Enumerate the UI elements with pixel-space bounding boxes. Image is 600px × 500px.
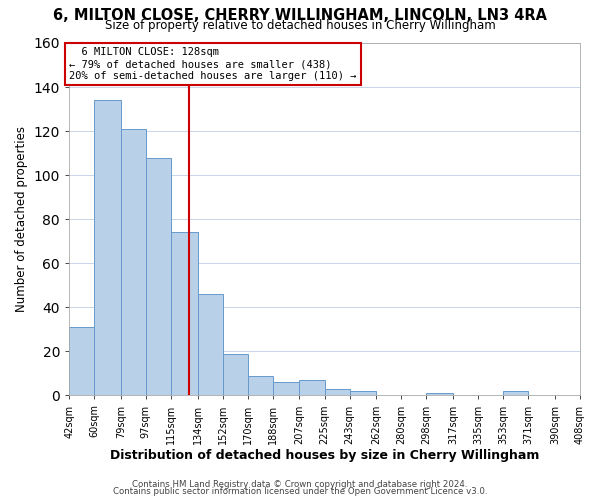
- Bar: [69, 327, 94, 396]
- Bar: [94, 100, 121, 396]
- Y-axis label: Number of detached properties: Number of detached properties: [15, 126, 28, 312]
- X-axis label: Distribution of detached houses by size in Cherry Willingham: Distribution of detached houses by size …: [110, 450, 539, 462]
- Bar: [121, 129, 146, 396]
- Bar: [146, 158, 171, 396]
- Text: 6, MILTON CLOSE, CHERRY WILLINGHAM, LINCOLN, LN3 4RA: 6, MILTON CLOSE, CHERRY WILLINGHAM, LINC…: [53, 8, 547, 22]
- Bar: [223, 354, 248, 396]
- Text: Size of property relative to detached houses in Cherry Willingham: Size of property relative to detached ho…: [104, 18, 496, 32]
- Bar: [325, 389, 350, 396]
- Bar: [427, 393, 453, 396]
- Bar: [273, 382, 299, 396]
- Bar: [299, 380, 325, 396]
- Bar: [171, 232, 197, 396]
- Text: Contains HM Land Registry data © Crown copyright and database right 2024.: Contains HM Land Registry data © Crown c…: [132, 480, 468, 489]
- Bar: [503, 391, 529, 396]
- Text: 6 MILTON CLOSE: 128sqm
← 79% of detached houses are smaller (438)
20% of semi-de: 6 MILTON CLOSE: 128sqm ← 79% of detached…: [69, 48, 356, 80]
- Bar: [197, 294, 223, 396]
- Bar: [350, 391, 376, 396]
- Text: Contains public sector information licensed under the Open Government Licence v3: Contains public sector information licen…: [113, 487, 487, 496]
- Bar: [248, 376, 273, 396]
